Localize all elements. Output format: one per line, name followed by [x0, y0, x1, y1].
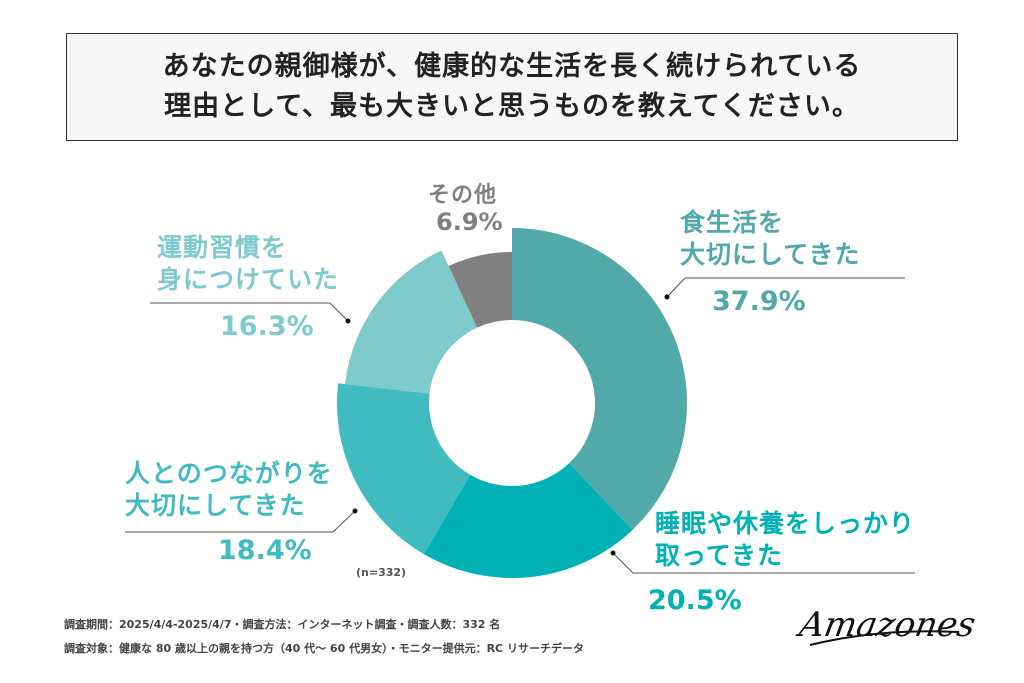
label-sleep: 睡眠や休養をしっかり 取ってきた: [655, 509, 916, 570]
slice-connection: [337, 383, 471, 555]
pct-exercise: 16.3%: [220, 311, 314, 342]
pct-sleep: 20.5%: [648, 585, 742, 616]
label-connection: 人とのつながりを 大切にしてきた: [125, 459, 333, 520]
title-line-1: あなたの親御様が、健康的な生活を長く続けられている: [162, 51, 862, 82]
leader-line-connection: [125, 510, 356, 533]
slice-sleep: [423, 463, 633, 578]
leader-dot-sleep: [610, 550, 616, 556]
logo-underline: [809, 630, 959, 646]
leader-line-sleep: [612, 552, 915, 574]
pct-other: 6.9%: [436, 208, 503, 236]
leader-line-exercise: [150, 302, 349, 322]
amazones-logo: Amazones: [796, 605, 979, 645]
leader-line-food: [666, 277, 905, 298]
title-line-2: 理由として、最も大きいと思うものを教えてください。: [164, 91, 860, 122]
label-other: その他: [428, 183, 498, 208]
label-exercise: 運動習慣を 身につけていた: [157, 233, 340, 294]
leader-dot-connection: [352, 508, 358, 514]
slice-food: [512, 228, 687, 530]
question-title-box: あなたの親御様が、健康的な生活を長く続けられている 理由として、最も大きいと思う…: [66, 33, 958, 141]
slice-exercise: [345, 250, 478, 394]
slice-other: [448, 252, 512, 328]
sample-size-note: (n=332): [356, 566, 407, 579]
leader-dot-food: [664, 294, 670, 300]
leader-dot-exercise: [345, 318, 351, 324]
footer-survey-target: 調査対象：健康な 80 歳以上の親を持つ方（40 代～ 60 代男女）・モニター…: [64, 642, 584, 655]
label-food: 食生活を 大切にしてきた: [680, 208, 861, 269]
pct-connection: 18.4%: [218, 535, 312, 566]
footer-survey-period: 調査期間：2025/4/4-2025/4/7・調査方法：インターネット調査・調査…: [64, 618, 501, 631]
pct-food: 37.9%: [712, 286, 806, 317]
